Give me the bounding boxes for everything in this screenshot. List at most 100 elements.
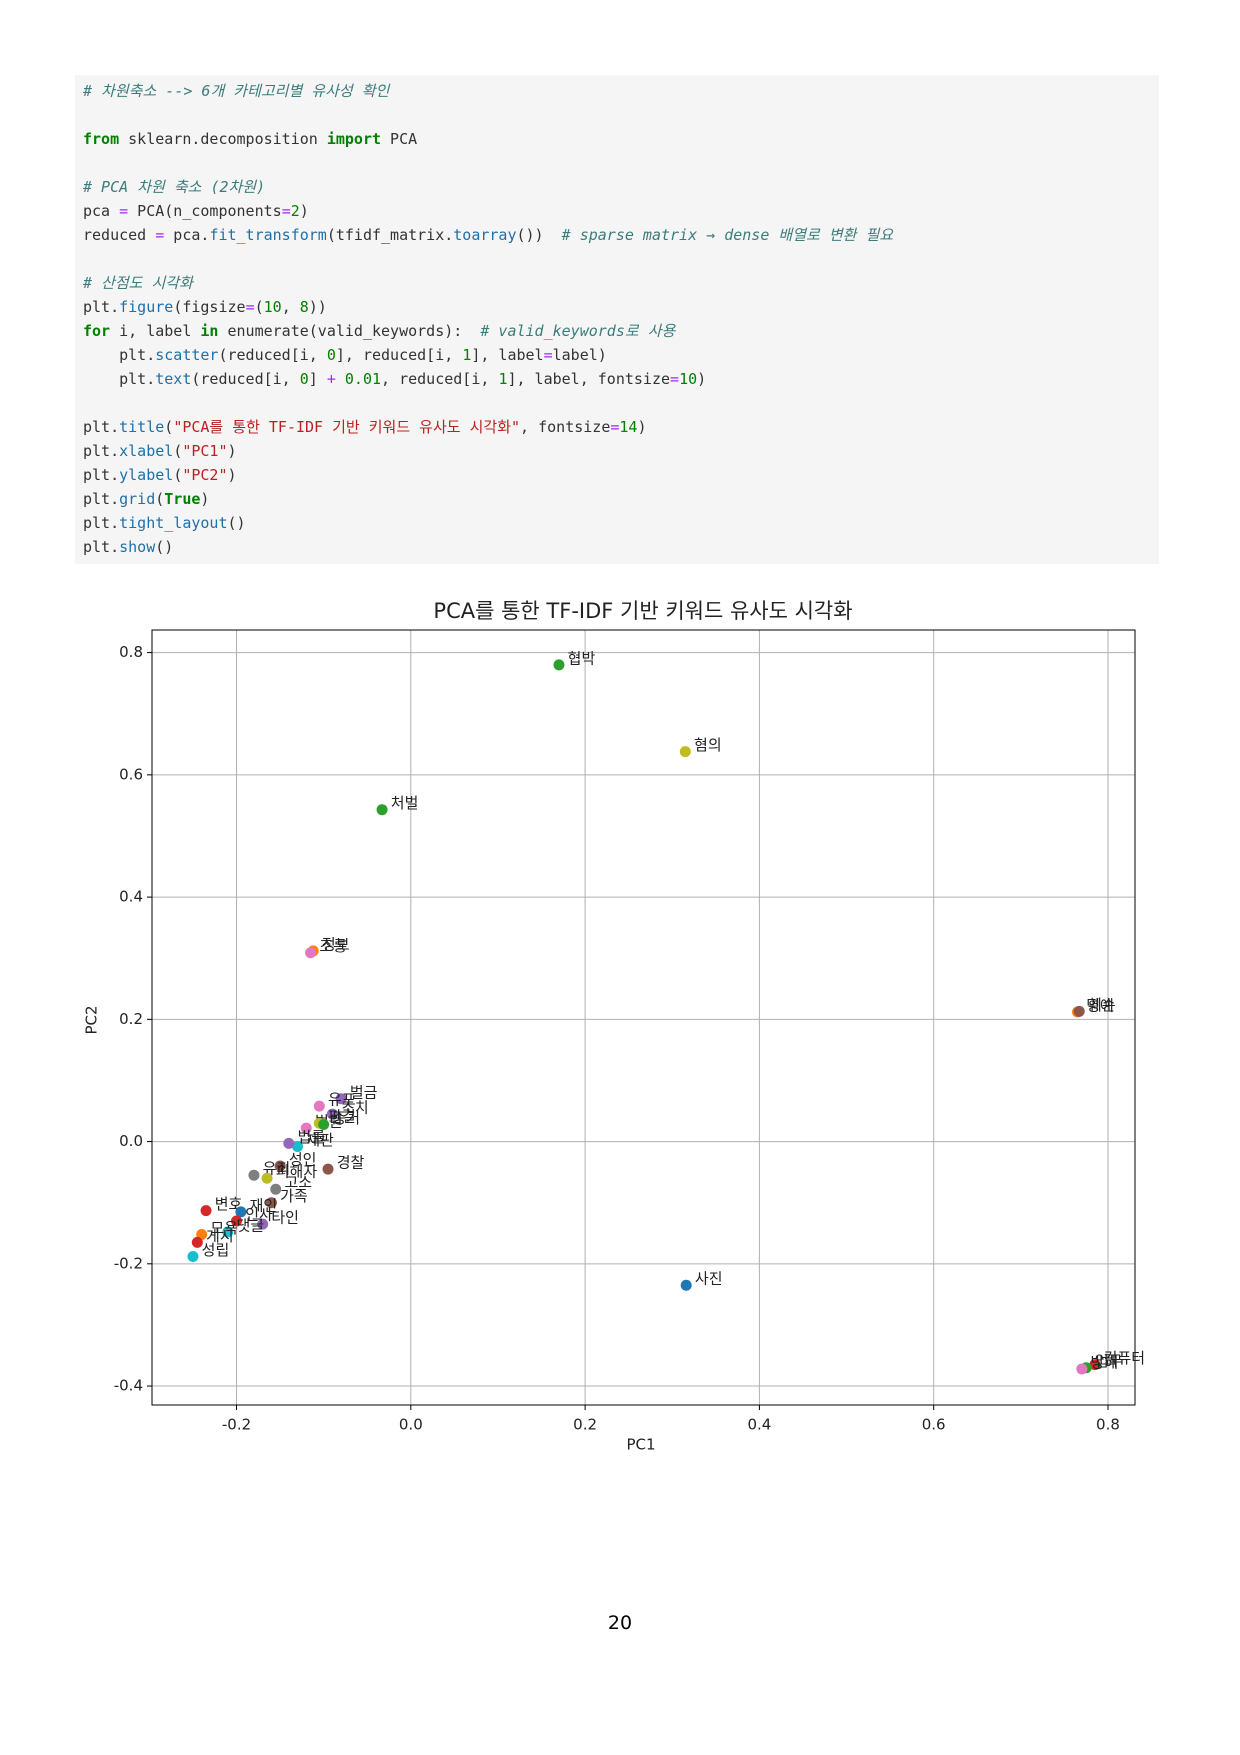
code-line: plt.text(reduced[i, 0] + 0.01, reduced[i… (83, 367, 1151, 391)
code-token: toarray (453, 226, 517, 244)
code-token (336, 370, 345, 388)
code-token: = (281, 202, 291, 220)
point (553, 659, 565, 671)
code-token: reduced (83, 226, 156, 244)
code-token: PCA (381, 130, 418, 148)
point (335, 1093, 347, 1105)
code-token: ], label (471, 346, 544, 364)
code-token: scatter (155, 346, 219, 364)
code-line: pca = PCA(n_components=2) (83, 199, 1151, 223)
point (300, 1122, 312, 1134)
code-line: plt.tight_layout() (83, 511, 1151, 535)
code-token: show (119, 538, 156, 556)
y-tick-label: 0.6 (119, 765, 143, 783)
code-line: # 산점도 시각화 (83, 271, 1151, 295)
point-label: 타인 (271, 1209, 299, 1227)
point-label: 재판 (306, 1131, 334, 1149)
code-token: from (83, 130, 120, 148)
point-label: 성립 (202, 1241, 230, 1259)
code-token: 8 (299, 298, 309, 316)
code-token: = (119, 202, 129, 220)
point (376, 804, 388, 816)
code-token: = (670, 370, 680, 388)
point-label: 판결 (328, 1108, 356, 1126)
code-token: , (281, 298, 300, 316)
code-token: ], label, fontsize (507, 370, 671, 388)
point-label: 경찰 (337, 1154, 365, 1172)
point-label: 가족 (280, 1187, 308, 1205)
point-label: 성인 (289, 1151, 317, 1169)
code-token: text (155, 370, 192, 388)
code-token: plt. (83, 346, 156, 364)
point-label: 조치 (341, 1099, 369, 1117)
code-token: import (326, 130, 382, 148)
code-line: plt.show() (83, 535, 1151, 559)
code-token: , reduced[i, (381, 370, 499, 388)
code-token: ( (164, 418, 174, 436)
point (283, 1137, 295, 1149)
x-axis-label: PC1 (626, 1436, 655, 1454)
code-token: "PC2" (182, 466, 228, 484)
code-token: for (83, 322, 111, 340)
code-line (83, 247, 1151, 271)
point (265, 1197, 277, 1209)
code-token: ( (254, 298, 264, 316)
y-tick-label: 0.0 (119, 1132, 143, 1150)
x-tick-label: 0.8 (1096, 1416, 1120, 1434)
code-line (83, 151, 1151, 175)
code-token: fit_transform (209, 226, 327, 244)
point (1073, 1005, 1085, 1017)
point-label: 유죄 (263, 1160, 291, 1178)
code-token: 2 (290, 202, 300, 220)
code-token: + (326, 370, 336, 388)
code-token: 0.01 (344, 370, 382, 388)
code-token: # sparse matrix → dense 배열로 변환 필요 (561, 226, 894, 244)
code-token: PCA(n_components (128, 202, 282, 220)
point (326, 1108, 338, 1120)
point-label: 훼손 (1088, 996, 1116, 1014)
code-token: = (543, 346, 553, 364)
code-token: (tfidf_matrix. (326, 226, 454, 244)
code-token: plt. (83, 370, 156, 388)
code-line: reduced = pca.fit_transform(tfidf_matrix… (83, 223, 1151, 247)
point (248, 1169, 260, 1181)
point (270, 1183, 282, 1195)
code-token: plt. (83, 442, 120, 460)
y-tick-label: -0.2 (114, 1254, 143, 1272)
point-label: 모욕 (210, 1219, 238, 1237)
point (187, 1250, 199, 1262)
code-token: () (227, 514, 246, 532)
point (200, 1205, 212, 1217)
code-line: plt.xlabel("PC1") (83, 439, 1151, 463)
point (222, 1226, 234, 1238)
code-token: ) (200, 490, 210, 508)
y-tick-label: 0.4 (119, 888, 143, 906)
point (261, 1172, 273, 1184)
code-line: plt.grid(True) (83, 487, 1151, 511)
point-label: 컴퓨터 (1104, 1349, 1145, 1367)
code-token: (figsize (173, 298, 246, 316)
point (274, 1160, 286, 1172)
point-label: 재인 (250, 1196, 278, 1214)
code-token: plt. (83, 514, 120, 532)
code-token: # valid_keywords로 사용 (480, 322, 676, 340)
code-line: plt.scatter(reduced[i, 0], reduced[i, 1]… (83, 343, 1151, 367)
code-token: 0 (326, 346, 336, 364)
point (679, 746, 691, 758)
code-token: tight_layout (119, 514, 228, 532)
code-token: figure (119, 298, 174, 316)
code-token: ()) (516, 226, 562, 244)
point (235, 1206, 247, 1218)
code-token: = (610, 418, 620, 436)
point-label: 피해자 (276, 1163, 318, 1181)
code-token: 0 (299, 370, 309, 388)
code-token: ] (308, 370, 327, 388)
point (1089, 1359, 1101, 1371)
point (191, 1236, 203, 1248)
point (257, 1218, 269, 1230)
code-line: from sklearn.decomposition import PCA (83, 127, 1151, 151)
code-token: 1 (498, 370, 508, 388)
page-number: 20 (607, 1612, 633, 1634)
point-label: 방해 (1091, 1353, 1119, 1371)
